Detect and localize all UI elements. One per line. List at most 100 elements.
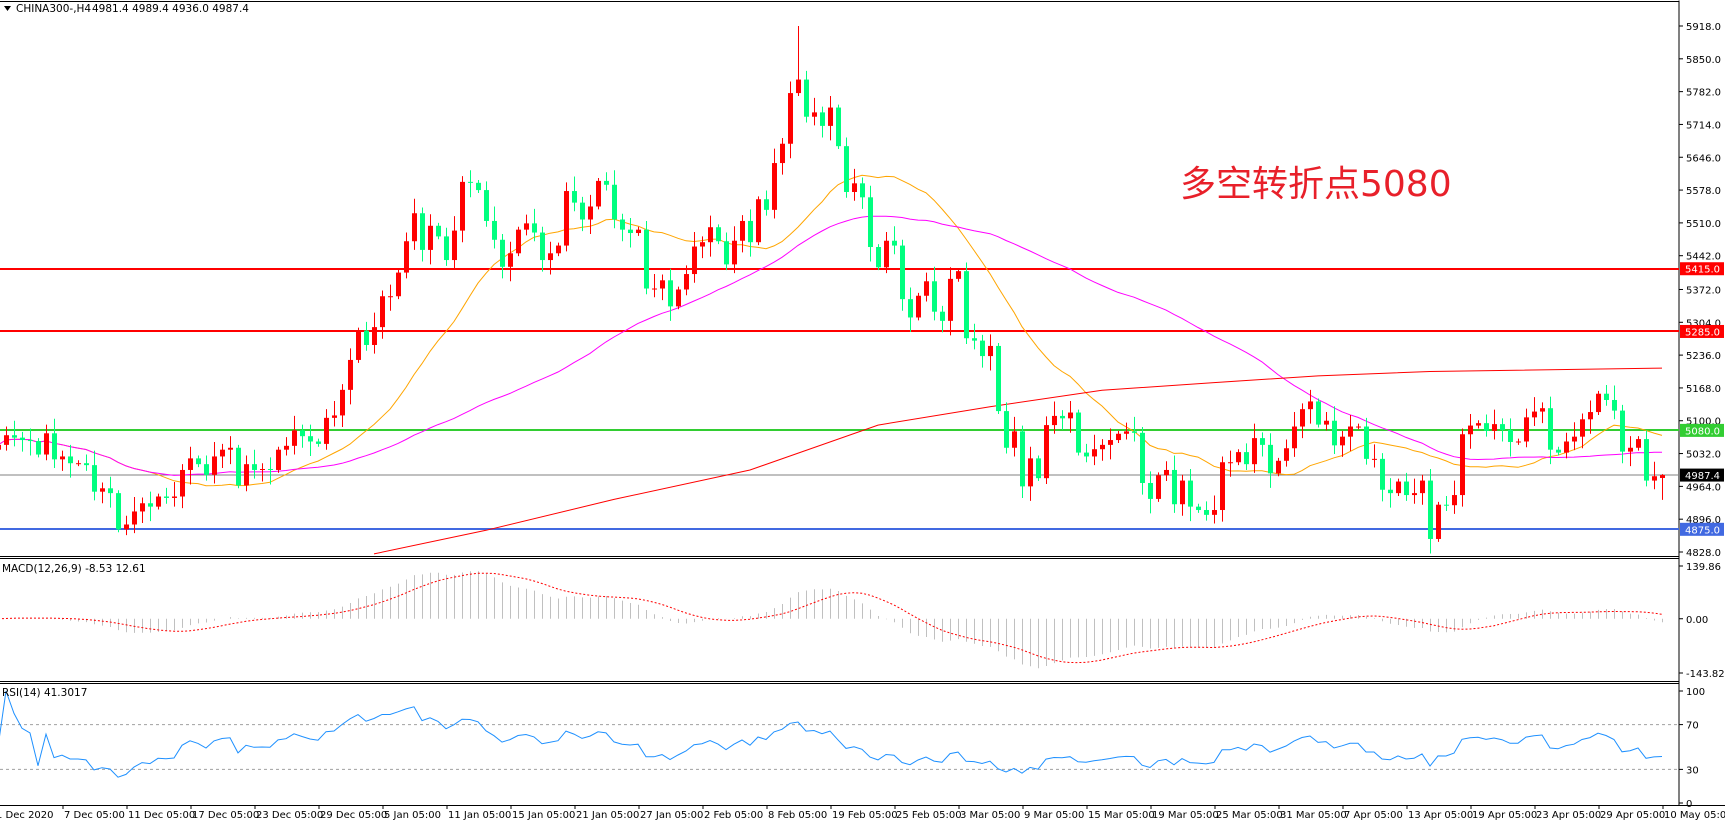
- candle-bear: [1380, 458, 1385, 490]
- candle-bull: [516, 229, 521, 254]
- candle-bear: [972, 338, 977, 341]
- candle-bear: [724, 241, 729, 265]
- candle-bull: [1436, 504, 1441, 539]
- candle-bull: [332, 415, 337, 418]
- price-tag-4875.0: 4875.0: [1685, 525, 1720, 536]
- candle-bull: [1340, 436, 1345, 446]
- candle-bull: [1636, 439, 1641, 448]
- candle-bull: [340, 389, 345, 416]
- candle-bull: [428, 225, 433, 250]
- candle-bull: [404, 241, 409, 273]
- candle-bull: [100, 488, 105, 492]
- candle-bear: [932, 281, 937, 312]
- candle-bear: [820, 112, 825, 126]
- candle-bull: [60, 456, 65, 460]
- candle-bull: [564, 191, 569, 246]
- candle-bull: [1068, 412, 1073, 419]
- candle-bull: [1588, 412, 1593, 420]
- candle-bear: [572, 191, 577, 203]
- candle-bear: [1020, 431, 1025, 487]
- price-tick-label: 5646.0: [1686, 153, 1721, 164]
- candle-bull: [1412, 493, 1417, 496]
- triangle-down-icon[interactable]: [4, 6, 11, 11]
- candle-bear: [1004, 411, 1009, 448]
- candle-bull: [1044, 425, 1049, 479]
- candle-bear: [484, 190, 489, 221]
- candle-bear: [1556, 449, 1561, 453]
- price-tick-label: 5372.0: [1686, 285, 1721, 296]
- candle-bull: [452, 230, 457, 261]
- candle-bear: [68, 456, 73, 464]
- candle-bear: [20, 437, 25, 441]
- candle-bull: [1420, 480, 1425, 494]
- candle-bull: [1540, 408, 1545, 412]
- candle-bear: [444, 236, 449, 261]
- candle-bear: [1548, 408, 1553, 450]
- candle-bull: [548, 253, 553, 261]
- candle-bull: [412, 213, 417, 242]
- candle-bull: [460, 181, 465, 231]
- candle-bear: [748, 220, 753, 243]
- candle-bull: [1100, 444, 1105, 450]
- macd-tick-label: 0.00: [1686, 615, 1708, 626]
- candle-bear: [1188, 480, 1193, 507]
- candle-bear: [1428, 480, 1433, 539]
- candle-bull: [1532, 411, 1537, 418]
- ma-long-line: [373, 367, 1663, 555]
- time-label: 11 Jan 05:00: [448, 810, 511, 821]
- rsi-tick-label: 70: [1686, 721, 1699, 732]
- candle-bear: [1404, 481, 1409, 496]
- candle-bear: [1604, 393, 1609, 400]
- price-tag-5080.0: 5080.0: [1685, 426, 1720, 437]
- candle-bear: [500, 239, 505, 267]
- ohlc-values: 4981.4 4989.4 4936.0 4987.4: [92, 3, 249, 15]
- candle-bull: [1356, 426, 1361, 428]
- candle-bear: [964, 271, 969, 339]
- candle-bear: [300, 430, 305, 437]
- candle-bear: [92, 465, 97, 492]
- candle-bear: [1260, 438, 1265, 445]
- rsi-tick-label: 0: [1686, 799, 1692, 810]
- price-tag-5285.0: 5285.0: [1685, 327, 1720, 338]
- candle-bull: [828, 107, 833, 126]
- candle-bull: [180, 469, 185, 497]
- candle-bull: [1452, 495, 1457, 506]
- candle-bull: [596, 180, 601, 207]
- candle-bull: [692, 246, 697, 275]
- candle-bear: [612, 184, 617, 220]
- candle-bear: [364, 330, 369, 345]
- candle-bull: [324, 417, 329, 444]
- candle-bull: [284, 445, 289, 450]
- candle-bull: [796, 79, 801, 94]
- moving-averages: [0, 174, 1663, 555]
- candle-bear: [52, 433, 57, 460]
- time-label: 13 Apr 05:00: [1408, 810, 1473, 821]
- price-tick-label: 5714.0: [1686, 120, 1721, 131]
- candle-bear: [308, 436, 313, 442]
- candle-bear: [28, 440, 33, 442]
- symbol-timeframe: CHINA300-,H4: [16, 3, 91, 15]
- candle-bull: [1460, 434, 1465, 496]
- time-label: 10 May 05:00: [1664, 810, 1725, 821]
- candle-bull: [508, 253, 513, 267]
- candle-bull: [780, 143, 785, 164]
- candle-bear: [108, 488, 113, 494]
- time-label: 2 Feb 05:00: [704, 810, 763, 821]
- time-label: 8 Feb 05:00: [768, 810, 827, 821]
- candle-bull: [948, 278, 953, 321]
- candle-bull: [1156, 475, 1161, 499]
- candle-bull: [812, 112, 817, 117]
- candle-bull: [1180, 480, 1185, 505]
- candle-bear: [420, 213, 425, 250]
- price-tag-5415.0: 5415.0: [1685, 265, 1720, 276]
- candle-bull: [1212, 510, 1217, 515]
- chart-frame: [0, 0, 1725, 806]
- candle-bull: [1092, 449, 1097, 457]
- candle-bull: [260, 468, 265, 470]
- candle-bear: [876, 247, 881, 268]
- time-label: 31 Mar 05:00: [1280, 810, 1347, 821]
- candle-bull: [1292, 426, 1297, 449]
- candle-bull: [732, 240, 737, 265]
